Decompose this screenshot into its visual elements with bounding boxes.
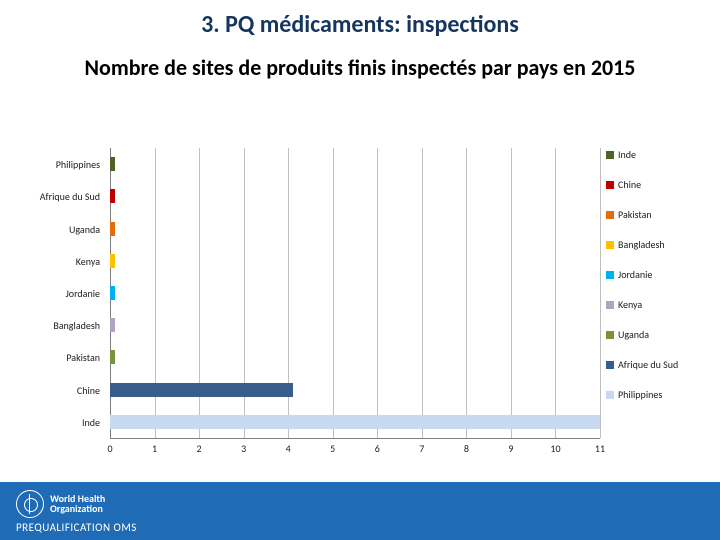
legend-label: Inde — [618, 148, 636, 161]
legend-label: Philippines — [618, 388, 662, 401]
gridline — [600, 148, 601, 438]
y-tick-label: Jordanie — [20, 287, 100, 300]
slide-title: 3. PQ médicaments: inspections — [0, 10, 720, 39]
y-tick-label: Kenya — [20, 255, 100, 268]
slide: 3. PQ médicaments: inspections Nombre de… — [0, 0, 720, 540]
x-tick-label: 2 — [184, 442, 214, 455]
x-tick-label: 11 — [585, 442, 615, 455]
legend-swatch — [606, 151, 614, 159]
x-tick-label: 3 — [229, 442, 259, 455]
x-axis-line — [110, 438, 600, 439]
bar — [110, 286, 115, 300]
legend-item: Bangladesh — [606, 238, 716, 251]
who-line2: Organization — [50, 504, 105, 515]
legend-item: Philippines — [606, 388, 716, 401]
legend-swatch — [606, 391, 614, 399]
who-logo-icon — [16, 490, 44, 518]
bar — [110, 318, 115, 332]
chart: Philippines Afrique du Sud Uganda Kenya Jord… — [20, 148, 600, 458]
legend-item: Inde — [606, 148, 716, 161]
legend-label: Afrique du Sud — [618, 358, 678, 371]
bar — [110, 383, 293, 397]
gridline — [377, 148, 378, 438]
legend-item: Jordanie — [606, 268, 716, 281]
x-tick-label: 1 — [140, 442, 170, 455]
plot-area — [110, 148, 600, 438]
legend-swatch — [606, 241, 614, 249]
x-tick-label: 0 — [95, 442, 125, 455]
legend-swatch — [606, 271, 614, 279]
legend-label: Bangladesh — [618, 238, 665, 251]
gridline — [511, 148, 512, 438]
gridline — [422, 148, 423, 438]
who-org-name: World Health Organization — [50, 494, 105, 515]
y-tick-label: Bangladesh — [20, 319, 100, 332]
bar — [110, 222, 115, 236]
legend-swatch — [606, 301, 614, 309]
legend-label: Jordanie — [618, 268, 652, 281]
legend-item: Uganda — [606, 328, 716, 341]
bar — [110, 415, 600, 429]
y-tick-label: Chine — [20, 384, 100, 397]
slide-subtitle: Nombre de sites de produits finis inspec… — [0, 55, 720, 80]
y-tick-label: Pakistan — [20, 351, 100, 364]
x-tick-label: 7 — [407, 442, 437, 455]
footer-text: PREQUALIFICATION OMS — [16, 521, 137, 534]
legend-item: Chine — [606, 178, 716, 191]
legend-label: Uganda — [618, 328, 649, 341]
bar — [110, 350, 115, 364]
who-logo-block: World Health Organization — [16, 490, 105, 518]
x-tick-label: 9 — [496, 442, 526, 455]
y-tick-label: Inde — [20, 416, 100, 429]
y-tick-label: Uganda — [20, 223, 100, 236]
y-tick-label: Philippines — [20, 158, 100, 171]
gridline — [333, 148, 334, 438]
x-tick-label: 6 — [362, 442, 392, 455]
legend-swatch — [606, 181, 614, 189]
legend-item: Pakistan — [606, 208, 716, 221]
x-tick-label: 10 — [540, 442, 570, 455]
legend-swatch — [606, 211, 614, 219]
legend-swatch — [606, 361, 614, 369]
bar — [110, 254, 115, 268]
footer: World Health Organization PREQUALIFICATI… — [0, 482, 720, 540]
x-tick-label: 4 — [273, 442, 303, 455]
x-tick-label: 8 — [451, 442, 481, 455]
gridline — [466, 148, 467, 438]
bar — [110, 189, 115, 203]
legend-label: Kenya — [618, 298, 642, 311]
gridline — [555, 148, 556, 438]
legend-swatch — [606, 331, 614, 339]
legend-label: Pakistan — [618, 208, 652, 221]
bar — [110, 157, 115, 171]
y-tick-label: Afrique du Sud — [20, 190, 100, 203]
legend-label: Chine — [618, 178, 641, 191]
x-tick-label: 5 — [318, 442, 348, 455]
legend-item: Kenya — [606, 298, 716, 311]
legend: Inde Chine Pakistan Bangladesh Jordanie Kenya… — [606, 148, 716, 418]
legend-item: Afrique du Sud — [606, 358, 716, 371]
